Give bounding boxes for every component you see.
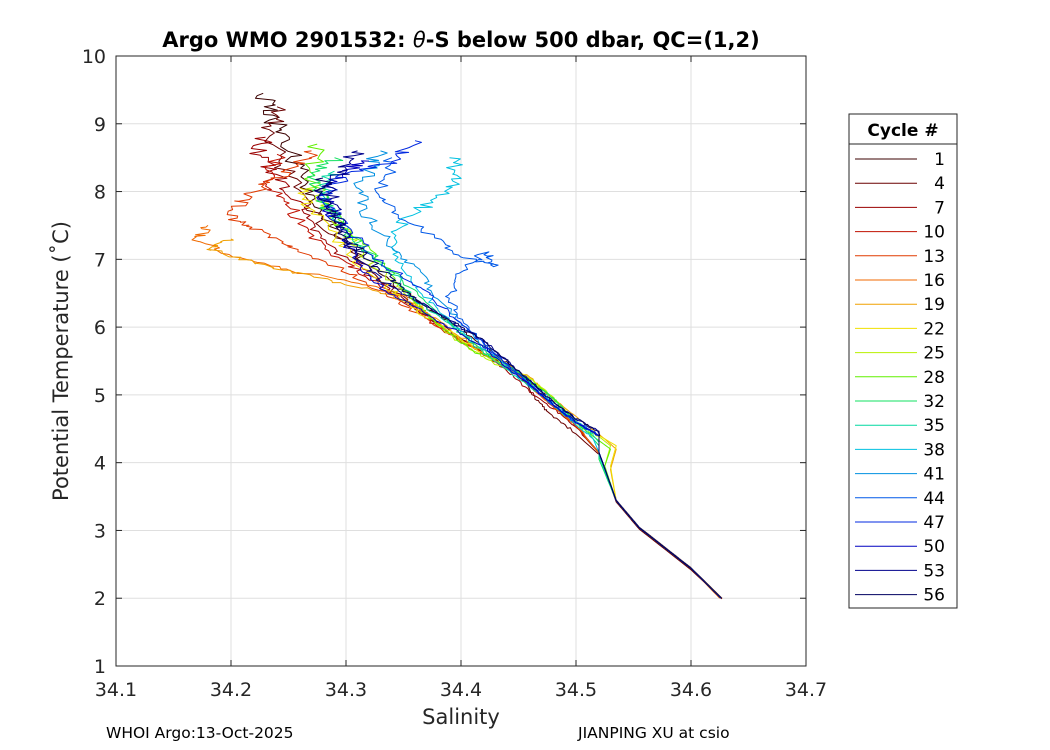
legend-label: 53 [923,561,945,581]
series-line-cycle-16 [191,225,721,599]
legend-label: 7 [934,198,945,218]
legend-title: Cycle # [867,121,938,141]
x-tick-label: 34.5 [555,679,597,701]
axis-ticks [115,55,807,667]
chart-title: Argo WMO 2901532: θ-S below 500 dbar, QC… [162,28,759,52]
y-axis-label: Potential Temperature (˚C) [49,221,73,501]
grid [115,55,807,667]
series-line-cycle-44 [374,157,722,599]
y-tick-label: 3 [94,520,106,542]
legend-box [848,113,958,609]
y-tick-label: 5 [94,385,106,407]
y-tick-label: 1 [94,656,106,678]
legend-label: 22 [923,319,945,339]
legend-label: 47 [923,513,945,533]
y-tick-labels: 1 2 3 4 5 6 7 8 9 10 [82,46,106,678]
title-suffix: -S below 500 dbar, QC=(1,2) [426,28,760,52]
legend-label: 1 [934,150,945,170]
series-line-cycle-13 [226,150,721,599]
legend-label: 50 [923,537,945,557]
x-tick-label: 34.4 [440,679,482,701]
y-tick-label: 7 [94,249,106,271]
series-lines [191,92,723,600]
legend-label: 32 [923,392,945,412]
footer-left: WHOI Argo:13-Oct-2025 [106,724,294,742]
series-line-cycle-7 [249,136,722,599]
y-tick-label: 4 [94,453,106,475]
y-tick-label: 10 [82,46,106,68]
x-tick-label: 34.3 [325,679,367,701]
series-line-cycle-19 [206,238,722,599]
y-tick-label: 2 [94,588,106,610]
legend-label: 10 [923,223,945,243]
x-tick-label: 34.2 [210,679,252,701]
series-line-cycle-47 [318,140,722,599]
x-tick-labels: 34.1 34.2 34.3 34.4 34.5 34.6 34.7 [95,679,827,701]
legend-label: 25 [923,344,945,364]
x-axis-label: Salinity [422,705,500,729]
legend-label: 28 [923,368,945,388]
y-tick-label: 9 [94,114,106,136]
series-line-cycle-41 [353,150,722,599]
footer-right: JIANPING XU at csio [578,724,730,742]
series-line-cycle-56 [313,177,722,599]
y-tick-label: 8 [94,182,106,204]
x-tick-label: 34.1 [95,679,137,701]
series-line-cycle-35 [318,170,722,599]
legend-label: 44 [923,489,945,509]
x-tick-label: 34.6 [670,679,712,701]
series-line-cycle-50 [314,160,722,599]
legend-label: 13 [923,247,945,267]
x-tick-label: 34.7 [785,679,827,701]
title-prefix: Argo WMO 2901532: [162,28,413,52]
legend: Cycle # 14710131619222528323538414447505… [848,113,958,609]
legend-label: 4 [934,174,945,194]
legend-label: 16 [923,271,945,291]
y-tick-label: 6 [94,317,106,339]
legend-label: 41 [923,465,945,485]
legend-label: 35 [923,416,945,436]
legend-label: 56 [923,586,945,606]
series-line-cycle-38 [390,157,722,599]
title-theta: θ [413,28,426,52]
legend-label: 38 [923,440,945,460]
legend-label: 19 [923,295,945,315]
